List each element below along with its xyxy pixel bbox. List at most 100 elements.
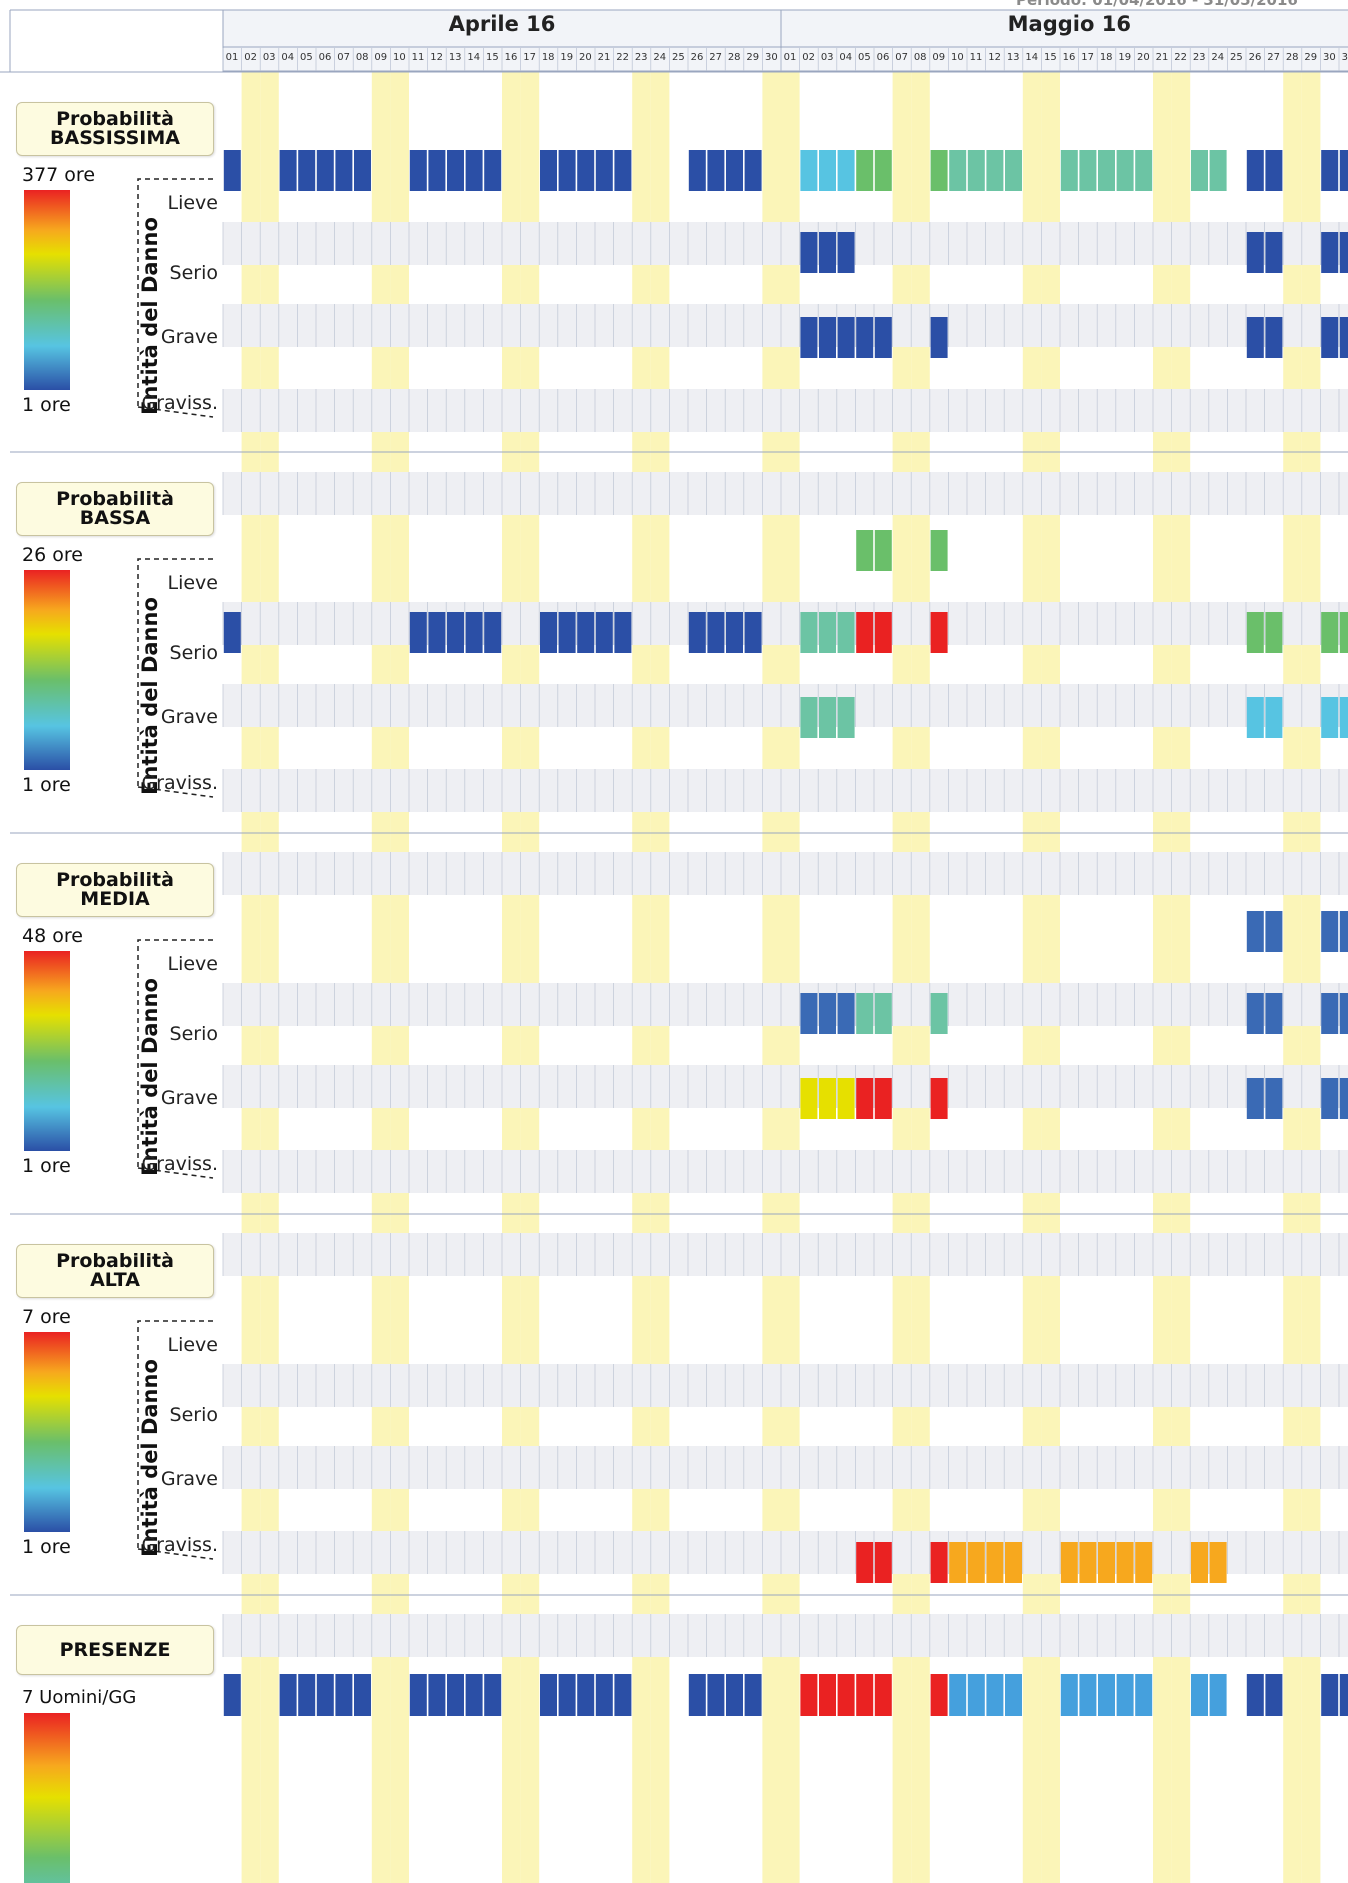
heat-cell <box>874 317 892 358</box>
axis-bracket <box>137 178 214 418</box>
heat-cell <box>316 150 334 191</box>
heat-cell <box>930 1078 948 1119</box>
heat-cell <box>707 1674 725 1716</box>
row-band <box>223 304 1348 347</box>
row-band <box>223 389 1348 432</box>
heat-cell <box>409 150 427 191</box>
heat-cell <box>1339 1674 1348 1716</box>
day-label: 11 <box>969 52 983 63</box>
day-label: 20 <box>1137 52 1150 63</box>
section-title: Probabilità BASSISSIMA <box>16 102 214 156</box>
section-title-line1: Probabilità <box>56 1250 174 1272</box>
heat-cell <box>428 150 446 191</box>
heat-cell <box>409 612 427 653</box>
heat-cell <box>1265 911 1283 952</box>
section-title-line1: Probabilità <box>56 869 174 891</box>
row-label: Lieve <box>167 572 219 594</box>
heat-cell <box>837 1078 855 1119</box>
legend-gradient <box>24 951 70 1151</box>
weekend-band <box>520 72 540 1883</box>
heat-cell <box>986 150 1004 191</box>
heat-cell <box>1339 150 1348 191</box>
period-label: Periodo: 01/04/2016 - 31/05/2016 <box>1016 0 1298 9</box>
heat-cell <box>223 1674 241 1716</box>
heat-cell <box>577 1674 595 1716</box>
heat-cell <box>1060 1674 1078 1716</box>
heat-cell <box>1321 993 1339 1034</box>
heat-cell <box>856 1674 874 1716</box>
heat-cell <box>856 530 874 571</box>
heat-cell <box>874 1078 892 1119</box>
heat-cell <box>1339 1078 1348 1119</box>
heat-cell <box>558 612 576 653</box>
day-label: 27 <box>709 52 722 63</box>
row-label: Graviss. <box>141 1534 218 1556</box>
day-label: 01 <box>225 52 239 63</box>
weekend-band <box>892 72 912 1883</box>
day-label: 17 <box>1081 52 1094 63</box>
heat-cell <box>856 317 874 358</box>
section-title-line1: Probabilità <box>56 488 174 510</box>
heat-cell <box>1265 317 1283 358</box>
section-title-line2: BASSISSIMA <box>50 127 180 149</box>
weekend-band <box>390 72 409 1883</box>
heat-cell <box>1246 150 1264 191</box>
heat-cell <box>856 1542 874 1583</box>
weekend-band <box>371 72 391 1883</box>
heat-cell <box>1321 232 1339 273</box>
heat-cell <box>1339 232 1348 273</box>
heat-cell <box>1265 993 1283 1034</box>
heat-cell <box>1265 1674 1283 1716</box>
weekend-band <box>1022 72 1042 1883</box>
heat-cell <box>837 150 855 191</box>
heat-cell <box>744 612 762 653</box>
heat-cell <box>223 612 241 653</box>
section-title: Probabilità ALTA <box>16 1244 214 1298</box>
weekend-band <box>1153 72 1172 1883</box>
day-label: 02 <box>802 52 815 63</box>
day-label: 31 <box>1341 52 1348 63</box>
heat-cell <box>540 612 557 653</box>
heat-cell <box>223 150 241 191</box>
row-band <box>223 983 1348 1026</box>
heat-cell <box>484 1674 502 1716</box>
row-band <box>223 769 1348 812</box>
heat-cell <box>856 150 874 191</box>
day-label: 14 <box>1025 52 1039 63</box>
heat-cell <box>1321 1674 1339 1716</box>
heat-cell <box>1079 1674 1097 1716</box>
heat-cell <box>1191 1542 1208 1583</box>
day-label: 18 <box>541 52 555 63</box>
heat-cell <box>1135 1542 1153 1583</box>
heat-cell <box>1265 150 1283 191</box>
heat-cell <box>930 530 948 571</box>
heat-cell <box>744 150 762 191</box>
heat-cell <box>930 317 948 358</box>
heat-cell <box>1005 1542 1022 1583</box>
heat-cell <box>1339 697 1348 738</box>
row-label: Grave <box>160 706 218 728</box>
heat-cell <box>614 612 632 653</box>
row-label: Graviss. <box>141 772 218 794</box>
heat-cell <box>409 1674 427 1716</box>
heat-cell <box>298 150 316 191</box>
heat-cell <box>1339 911 1348 952</box>
heat-cell <box>577 150 595 191</box>
heat-cell <box>707 612 725 653</box>
heat-cell <box>800 612 818 653</box>
section-title: Probabilità BASSA <box>16 482 214 536</box>
heat-cell <box>800 993 818 1034</box>
weekend-band <box>1171 72 1191 1883</box>
heat-cell <box>986 1542 1004 1583</box>
heat-cell <box>986 1674 1004 1716</box>
heat-cell <box>819 317 836 358</box>
heat-cell <box>540 150 557 191</box>
heat-cell <box>335 150 353 191</box>
heat-cell <box>800 697 818 738</box>
day-label: 30 <box>1323 52 1336 63</box>
day-label: 14 <box>467 52 481 63</box>
heat-cell <box>949 1542 967 1583</box>
row-band <box>223 852 1348 895</box>
heat-cell <box>577 612 595 653</box>
